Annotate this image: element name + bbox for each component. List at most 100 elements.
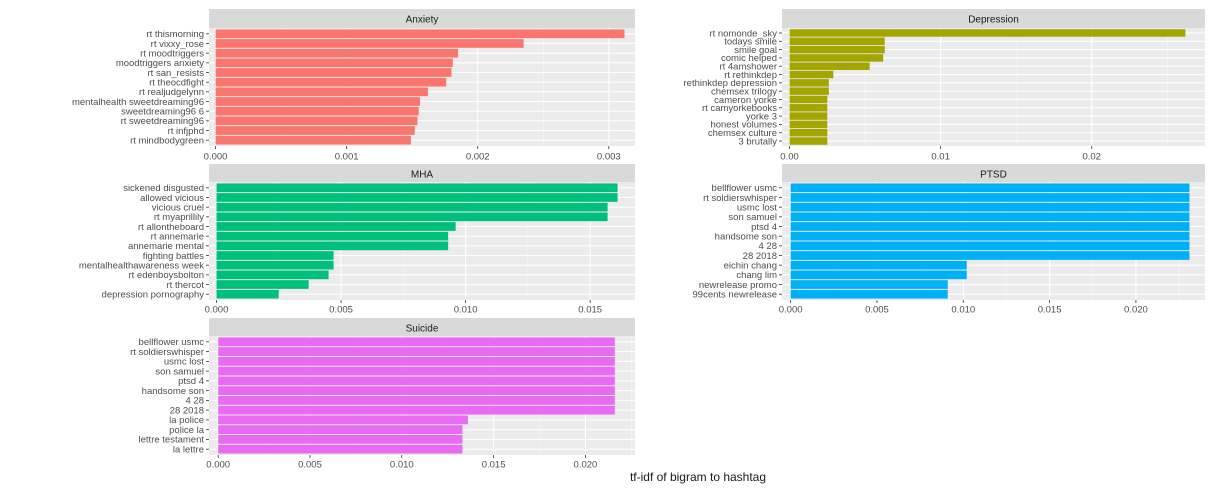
bar — [790, 289, 948, 299]
facet-title: PTSD — [980, 170, 1007, 181]
y-tick-label: 28 2018 — [743, 251, 777, 262]
y-tick-label: rt annemarie — [151, 231, 204, 242]
bar — [790, 270, 967, 280]
y-tick-label: rt rethinkdep — [724, 70, 777, 81]
bar — [790, 183, 1190, 193]
y-tick-label: usmc lost — [737, 202, 777, 213]
y-tick-label: rt camyorkebooks — [702, 103, 777, 114]
bar — [216, 280, 309, 289]
y-tick-label: la police — [169, 415, 204, 426]
y-tick-label: ptsd 4 — [178, 376, 204, 387]
y-tick-label: rt thismorning — [146, 29, 204, 40]
bar — [215, 29, 625, 39]
x-tick-label: 0.000 — [779, 305, 803, 316]
y-tick-label: mentalhealth sweetdreaming96 — [72, 97, 204, 108]
x-tick-label: 0.020 — [1124, 305, 1148, 316]
y-tick-label: eichin chang — [724, 260, 777, 271]
facet-strip — [209, 164, 635, 183]
bar — [790, 222, 1190, 231]
y-tick-label: usmc lost — [164, 357, 204, 368]
x-tick-label: 0.005 — [865, 305, 889, 316]
x-tick-label: 0.02 — [1082, 152, 1101, 163]
bar — [215, 106, 419, 116]
y-tick-label: allowed vicious — [140, 193, 204, 204]
bar — [216, 260, 334, 270]
bar — [218, 395, 615, 405]
y-tick-label: son samuel — [155, 366, 204, 377]
facet-strip — [209, 318, 635, 337]
bar — [790, 202, 1190, 212]
facet-strip — [209, 9, 635, 28]
y-tick-label: mentalhealthawareness week — [79, 260, 204, 271]
bar — [215, 58, 453, 68]
y-tick-label: vicious cruel — [152, 202, 204, 213]
x-tick-label: 0.005 — [329, 305, 353, 316]
bar — [215, 126, 415, 135]
panel-mha: MHA 0.000 0.005 0.010 0.015 sickened disguste… — [79, 164, 635, 316]
x-tick-label: 0.020 — [574, 460, 598, 471]
y-tick-label: handsome son — [715, 231, 777, 242]
bar — [789, 54, 884, 62]
y-tick-label: 28 2018 — [170, 405, 204, 416]
bar — [790, 231, 1190, 241]
bar — [215, 116, 418, 126]
bar — [789, 70, 834, 79]
bar — [789, 104, 828, 112]
y-tick-label: rethinkdep depression — [684, 78, 777, 89]
bar — [215, 77, 447, 87]
y-tick-label: chemsex trilogy — [711, 86, 777, 97]
y-tick-label: chang lim — [736, 270, 777, 281]
x-axis-title: tf-idf of bigram to hashtag — [630, 470, 766, 484]
facet-strip — [782, 9, 1205, 28]
x-tick-label: 0.000 — [206, 460, 230, 471]
bar — [218, 356, 615, 366]
panel-ptsd: PTSD 0.000 0.005 0.010 0.015 0.020 bellflower … — [693, 164, 1205, 316]
y-tick-label: chemsex culture — [708, 128, 777, 139]
bar — [218, 405, 615, 415]
bar — [789, 112, 828, 120]
bar — [790, 251, 1190, 260]
y-tick-label: police la — [169, 425, 205, 436]
panel-background — [782, 28, 1205, 146]
y-tick-label: sickened disgusted — [123, 183, 204, 194]
bar — [218, 386, 615, 396]
facet-title: Depression — [968, 15, 1019, 26]
x-tick-label: 0.005 — [298, 460, 322, 471]
bar — [789, 37, 885, 46]
bar — [218, 376, 615, 386]
x-tick-label: 0.001 — [335, 152, 359, 163]
bar — [216, 289, 279, 299]
x-tick-label: 0.015 — [482, 460, 506, 471]
y-tick-label: ptsd 4 — [751, 222, 777, 233]
bar — [790, 241, 1190, 251]
x-tick-label: 0.002 — [466, 152, 490, 163]
panel-suicide: Suicide 0.000 0.005 0.010 0.015 0.020 bellflow… — [130, 318, 635, 471]
panel-depression: Depression 0.00 0.01 0.02 rt nomonde_skytoda… — [684, 9, 1205, 163]
y-tick-label: rt mindbodygreen — [130, 135, 204, 146]
y-tick-label: rt 4amshower — [719, 62, 777, 73]
bar — [789, 87, 829, 95]
y-tick-label: yorke 3 — [746, 111, 777, 122]
x-tick-label: 0.000 — [204, 152, 228, 163]
y-tick-label: rt nomonde_sky — [709, 28, 777, 39]
y-tick-label: rt theocdfight — [149, 77, 204, 88]
x-tick-label: 0.010 — [951, 305, 975, 316]
bar — [215, 97, 421, 106]
bar — [789, 95, 828, 104]
x-tick-label: 0.003 — [597, 152, 621, 163]
y-tick-label: rt infjphd — [168, 126, 204, 137]
y-tick-label: bellflower usmc — [139, 337, 205, 348]
y-tick-label: bellflower usmc — [712, 183, 778, 194]
bar — [789, 62, 870, 70]
bar — [215, 48, 459, 58]
bar — [216, 222, 456, 231]
y-tick-label: 3 brutally — [738, 136, 777, 147]
bar — [790, 212, 1190, 222]
bar — [218, 444, 463, 454]
y-tick-label: honest volumes — [710, 120, 777, 131]
y-tick-label: lettre testament — [139, 435, 205, 446]
bar — [215, 135, 411, 145]
bar — [789, 29, 1186, 37]
facet-strip — [782, 164, 1205, 183]
